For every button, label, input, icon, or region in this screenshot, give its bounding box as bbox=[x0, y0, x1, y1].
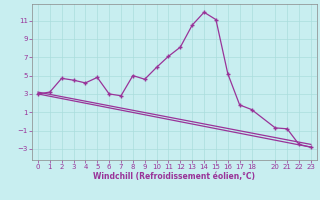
X-axis label: Windchill (Refroidissement éolien,°C): Windchill (Refroidissement éolien,°C) bbox=[93, 172, 255, 181]
